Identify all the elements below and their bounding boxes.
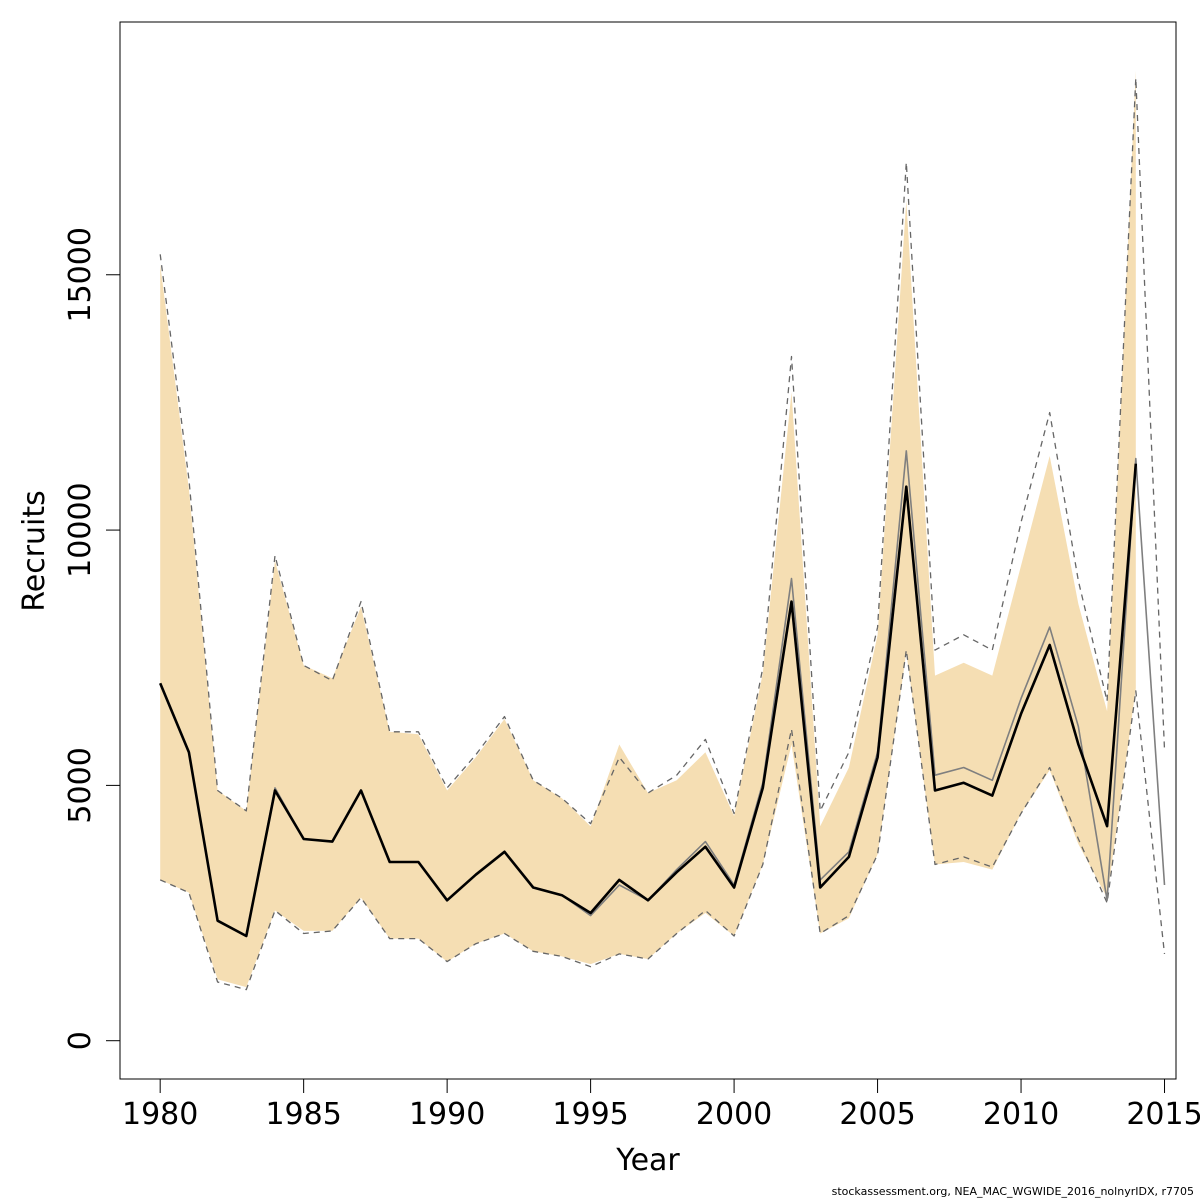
x-tick-label: 2010 [983,1097,1059,1132]
y-tick-label: 15000 [63,227,98,322]
x-tick-label: 1990 [409,1097,485,1132]
x-tick-label: 2000 [696,1097,772,1132]
y-tick-label: 10000 [63,482,98,577]
y-tick-label: 0 [63,1031,98,1050]
x-axis-title: Year [615,1143,680,1178]
footer-note: stockassessment.org, NEA_MAC_WGWIDE_2016… [831,1185,1194,1198]
y-tick-label: 5000 [63,747,98,823]
comparison-upper-ci-line [159,77,1166,825]
x-tick-label: 1995 [552,1097,628,1132]
comparison-lower-ci-line [159,649,1166,991]
x-tick-label: 2015 [1126,1097,1200,1132]
x-tick-label: 2005 [839,1097,915,1132]
estimate-line [158,463,1138,938]
confidence-band [160,70,1136,988]
x-tick-label: 1985 [265,1097,341,1132]
y-axis-title: Recruits [17,490,52,612]
plot-layer [158,70,1166,991]
x-tick-label: 1980 [122,1097,198,1132]
axis-layer: 1980 1985 1990 1995 2000 2005 2010 2015 0 5000 100… [63,227,1200,1132]
